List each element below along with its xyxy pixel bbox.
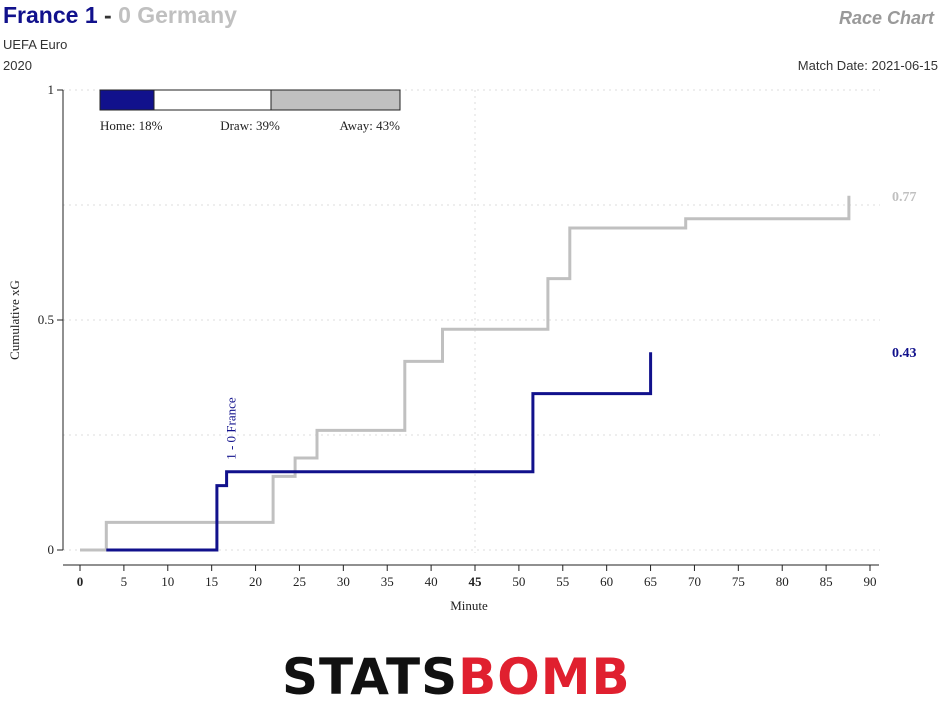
match-date: Match Date: 2021-06-15 [797, 58, 938, 73]
away-probability-segment [270, 89, 401, 111]
x-tick-label-10: 50 [512, 574, 525, 589]
y-axis-title: Cumulative xG [7, 280, 22, 360]
x-tick-label-18: 90 [864, 574, 877, 589]
final-xg-label-germany: 0.77 [892, 190, 917, 205]
chart-type-label: Race Chart [838, 8, 934, 28]
x-tick-label-17: 85 [820, 574, 833, 589]
x-tick-label-16: 80 [776, 574, 789, 589]
score-separator: - [97, 2, 119, 28]
y-tick-label-0: 0 [48, 542, 55, 557]
series-line-france [106, 352, 653, 552]
y-tick-label-1: 0.5 [38, 312, 54, 327]
series-line-germany [80, 195, 851, 552]
final-xg-label-france: 0.43 [892, 346, 917, 361]
y-tick-label-2: 1 [48, 82, 55, 97]
draw-probability-segment [153, 89, 272, 111]
x-tick-label-2: 10 [161, 574, 174, 589]
x-tick-label-8: 40 [425, 574, 438, 589]
x-tick-label-13: 65 [644, 574, 657, 589]
x-tick-label-7: 35 [381, 574, 394, 589]
x-tick-label-5: 25 [293, 574, 306, 589]
x-tick-label-14: 70 [688, 574, 701, 589]
x-tick-label-1: 5 [121, 574, 128, 589]
away-team-score: 0 Germany [118, 2, 237, 28]
statsbomb-logo: STATSBOMB [282, 652, 631, 702]
competition-name: UEFA Euro [3, 37, 68, 52]
match-title: France 1 - 0 Germany [3, 2, 237, 29]
x-axis-title: Minute [450, 598, 488, 613]
draw-probability-label: Draw: 39% [220, 118, 280, 133]
goal-annotation-0: 1 - 0 France [224, 397, 239, 460]
away-probability-label: Away: 43% [339, 118, 400, 133]
season-label: 2020 [3, 58, 32, 73]
x-tick-label-6: 30 [337, 574, 350, 589]
race-chart: 0 0.5 1 Cumulative xG 0 5 10 15 20 25 30 35 40 45 50 55… [7, 82, 917, 613]
home-probability-segment [99, 89, 155, 111]
x-tick-label-15: 75 [732, 574, 745, 589]
home-team-score: France 1 [3, 2, 98, 28]
x-tick-label-12: 60 [600, 574, 613, 589]
x-tick-label-4: 20 [249, 574, 262, 589]
x-tick-label-11: 55 [556, 574, 569, 589]
x-tick-label-0: 0 [77, 574, 84, 589]
logo-stats-text: STATS [282, 648, 459, 706]
home-probability-label: Home: 18% [100, 118, 163, 133]
x-tick-label-3: 15 [205, 574, 218, 589]
x-tick-label-9: 45 [469, 574, 483, 589]
logo-bomb-text: BOMB [458, 648, 631, 706]
